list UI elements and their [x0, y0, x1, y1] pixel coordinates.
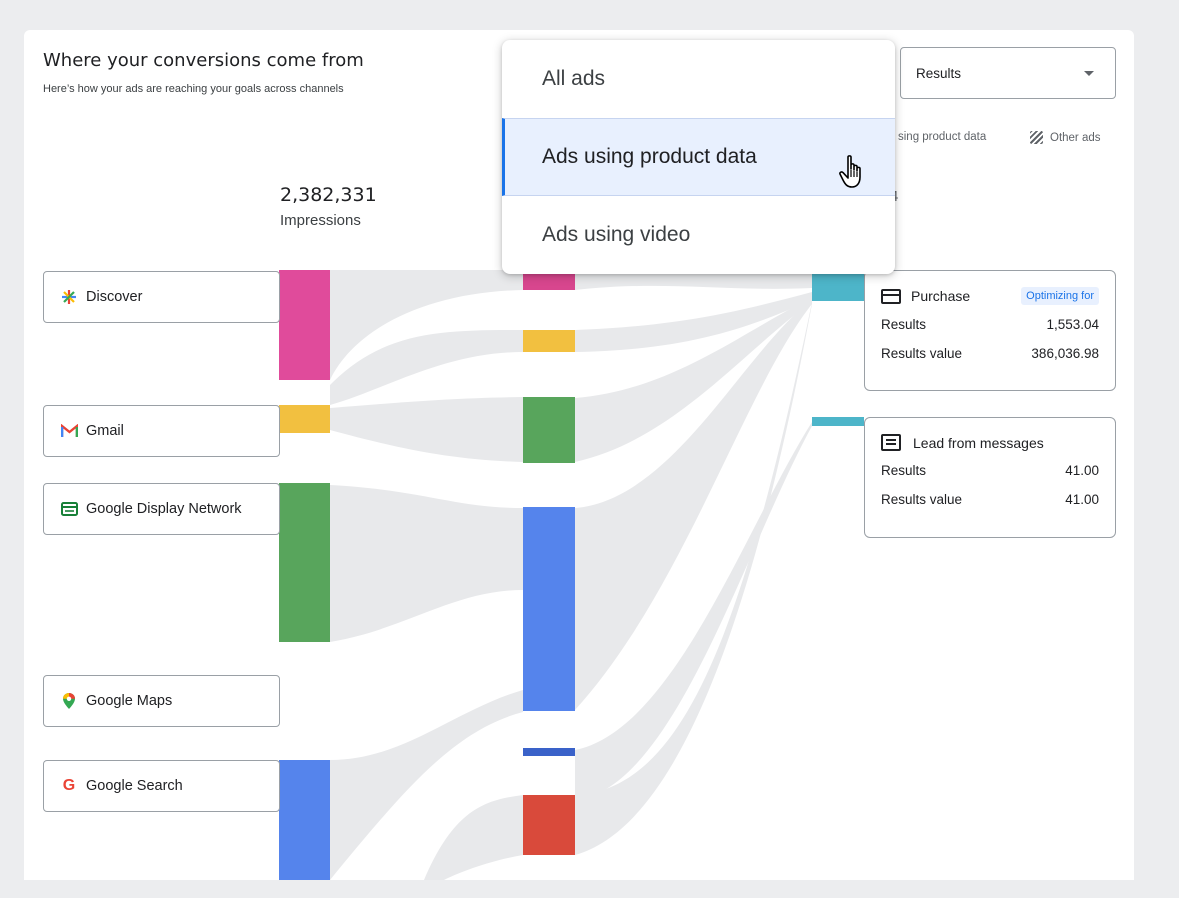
results-select-value: Results: [916, 65, 962, 81]
impressions-label: Impressions: [280, 212, 361, 229]
asterisk-icon: [60, 288, 78, 306]
channel-gmail[interactable]: Gmail: [43, 405, 280, 457]
flow-band: [575, 292, 812, 352]
result-card-header: Lead from messages: [881, 434, 1099, 451]
google-g-icon: G: [62, 777, 76, 794]
menu-item-ads-using-product-data[interactable]: Ads using product data: [502, 118, 895, 196]
menu-item-label: Ads using product data: [542, 145, 757, 168]
result-row-label: Results: [881, 463, 927, 478]
flow-band: [575, 298, 812, 462]
result-row-label: Results value: [881, 346, 963, 361]
result-row: Results value 41.00: [881, 492, 1099, 507]
node-discover: [279, 270, 330, 380]
legend-other-ads: Other ads: [1030, 131, 1101, 144]
result-card-title: Lead from messages: [913, 434, 1044, 451]
node-display: [279, 483, 330, 642]
channel-label: Google Maps: [86, 693, 173, 709]
sankey-diagram: [279, 270, 864, 880]
flow-band: [424, 795, 523, 880]
result-card-title: Purchase: [911, 288, 971, 304]
node-search: [279, 760, 330, 880]
result-card-header: Purchase Optimizing for: [881, 287, 1099, 305]
channel-discover[interactable]: Discover: [43, 271, 280, 323]
node-mid-green: [523, 397, 575, 463]
flow-band: [575, 270, 812, 290]
menu-item-label: All ads: [542, 67, 606, 90]
display-icon: [60, 500, 78, 518]
channel-google-maps[interactable]: Google Maps: [43, 675, 280, 727]
flow-band: [330, 397, 523, 462]
node-mid-pink: [523, 270, 575, 290]
flow-band: [330, 330, 523, 405]
impressions-value: 2,382,331: [280, 184, 377, 206]
optimizing-badge: Optimizing for: [1021, 287, 1099, 305]
result-row: Results value 386,036.98: [881, 346, 1099, 361]
hand-pointer-cursor-icon: [838, 154, 870, 195]
result-row-label: Results: [881, 317, 927, 332]
sankey-nodes: [279, 270, 864, 880]
flow-band: [330, 690, 523, 880]
flow-paths: [330, 270, 812, 880]
channel-label: Google Display Network: [86, 501, 242, 517]
flow-band: [575, 422, 812, 800]
result-row-value: 386,036.98: [1031, 346, 1099, 361]
flow-band: [330, 485, 523, 642]
legend-product-data: sing product data: [898, 131, 986, 143]
flow-band: [575, 300, 812, 710]
node-purchase: [812, 270, 864, 301]
node-gmail: [279, 405, 330, 433]
gmail-icon: [60, 422, 78, 440]
result-card-purchase: Purchase Optimizing for Results 1,553.04…: [864, 270, 1116, 391]
result-row-label: Results value: [881, 492, 963, 507]
node-mid-blue: [523, 507, 575, 711]
menu-item-ads-using-video[interactable]: Ads using video: [502, 196, 895, 274]
results-select[interactable]: Results: [900, 47, 1116, 99]
flow-band: [330, 270, 523, 380]
result-row-value: 1,553.04: [1046, 317, 1099, 332]
hatch-pattern-icon: [1030, 131, 1043, 144]
flow-band: [575, 302, 812, 855]
channel-label: Gmail: [86, 423, 124, 439]
page-subtitle: Here’s how your ads are reaching your go…: [43, 83, 344, 95]
channel-google-display-network[interactable]: Google Display Network: [43, 483, 280, 535]
node-mid-darkblue: [523, 748, 575, 756]
impressions-metric: 2,382,331 Impressions: [280, 184, 400, 229]
result-row: Results 41.00: [881, 463, 1099, 478]
result-row: Results 1,553.04: [881, 317, 1099, 332]
credit-card-icon: [881, 288, 901, 304]
channel-label: Discover: [86, 289, 143, 305]
menu-item-all-ads[interactable]: All ads: [502, 40, 895, 118]
channel-label: Google Search: [86, 778, 183, 794]
channel-google-search[interactable]: G Google Search: [43, 760, 280, 812]
maps-pin-icon: [60, 692, 78, 710]
page-title: Where your conversions come from: [43, 50, 364, 71]
node-lead: [812, 417, 864, 426]
node-mid-yellow: [523, 330, 575, 352]
caret-down-icon: [1084, 70, 1094, 76]
node-mid-red: [523, 795, 575, 855]
result-row-value: 41.00: [1065, 492, 1099, 507]
result-card-lead: Lead from messages Results 41.00 Results…: [864, 417, 1116, 538]
menu-item-label: Ads using video: [542, 223, 691, 246]
result-row-value: 41.00: [1065, 463, 1099, 478]
legend-product-label: sing product data: [898, 131, 987, 143]
message-icon: [881, 434, 901, 451]
legend-other-label: Other ads: [1050, 131, 1101, 144]
ad-filter-dropdown-menu: All ads Ads using product data Ads using…: [502, 40, 895, 274]
